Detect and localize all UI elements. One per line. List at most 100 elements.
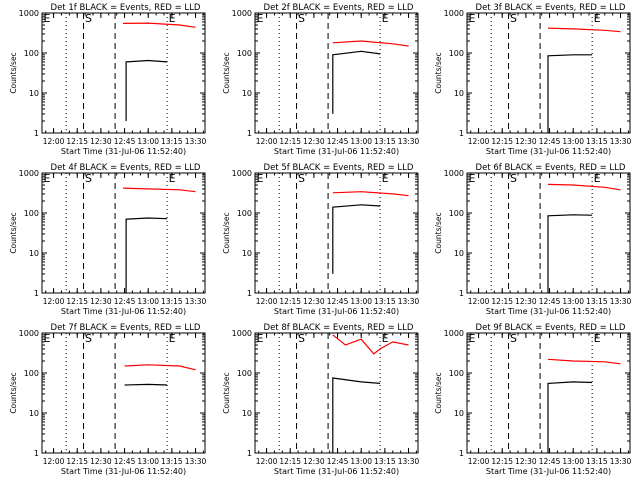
x-tick-label: 13:15 (161, 457, 183, 466)
x-tick-label: 12:00 (43, 297, 65, 306)
x-tick-label: 12:15 (491, 297, 513, 306)
x-tick-label: 12:30 (515, 137, 537, 146)
marker-letter: E (169, 172, 176, 185)
y-tick-label: 10 (242, 89, 252, 98)
marker-letter: E (169, 332, 176, 345)
lld-series-line (547, 358, 621, 365)
x-tick-label: 12:30 (90, 457, 112, 466)
y-tick-label: 1000 (444, 169, 464, 178)
y-tick-label: 100 (24, 369, 39, 378)
x-tick-label: 13:15 (161, 297, 183, 306)
x-tick-label: 13:15 (586, 137, 608, 146)
x-axis-label: Start Time (31-Jul-06 11:52:40) (61, 467, 186, 476)
x-tick-label: 12:45 (114, 297, 136, 306)
events-series-line (125, 59, 168, 121)
marker-letter: S (510, 172, 517, 185)
x-tick-label: 13:15 (161, 137, 183, 146)
x-tick-label: 13:30 (185, 297, 207, 306)
marker-letter: E (594, 332, 601, 345)
marker-letter: E (257, 12, 264, 25)
x-tick-label: 13:15 (374, 297, 396, 306)
lld-series-line (124, 364, 196, 371)
x-tick-label: 13:00 (137, 457, 159, 466)
y-tick-label: 1 (34, 129, 39, 138)
events-series-line (124, 383, 168, 386)
x-tick-label: 12:30 (90, 297, 112, 306)
x-tick-label: 12:15 (491, 457, 513, 466)
chart-title: Det 6f BLACK = Events, RED = LLD (476, 163, 626, 173)
marker-letter: E (382, 332, 389, 345)
x-axis-label: Start Time (31-Jul-06 11:52:40) (274, 307, 399, 316)
plot-frame (41, 12, 206, 134)
x-tick-label: 12:15 (279, 297, 301, 306)
x-tick-label: 12:45 (114, 457, 136, 466)
y-tick-label: 100 (237, 49, 252, 58)
x-tick-label: 13:15 (586, 457, 608, 466)
y-tick-label: 1 (247, 449, 252, 458)
marker-letter: S (510, 332, 517, 345)
x-tick-label: 12:45 (539, 137, 561, 146)
marker-letter: S (298, 12, 305, 25)
chart-title: Det 7f BLACK = Events, RED = LLD (51, 323, 201, 333)
chart-title: Det 1f BLACK = Events, RED = LLD (51, 3, 201, 13)
chart-panel: 1 10 100 1000 12:00 12:15 12:30 12:45 13:00 13:15… (9, 3, 207, 156)
y-tick-label: 100 (449, 49, 464, 58)
chart-panel: 1 10 100 1000 12:00 12:15 12:30 12:45 13:00 13:15… (434, 323, 632, 476)
y-tick-label: 10 (29, 409, 39, 418)
x-tick-label: 12:15 (66, 137, 88, 146)
y-tick-label: 1000 (444, 9, 464, 18)
marker-letter: S (85, 332, 92, 345)
plot-frame (254, 172, 419, 294)
chart-title: Det 4f BLACK = Events, RED = LLD (51, 163, 201, 173)
x-tick-label: 12:15 (66, 457, 88, 466)
y-tick-label: 1000 (19, 329, 39, 338)
plot-frame (254, 12, 419, 134)
x-tick-label: 12:15 (279, 137, 301, 146)
x-tick-label: 12:45 (327, 137, 349, 146)
x-tick-label: 12:45 (539, 297, 561, 306)
lld-series-line (332, 191, 409, 197)
chart-title: Det 3f BLACK = Events, RED = LLD (476, 3, 626, 13)
plot-frame (254, 332, 419, 454)
x-tick-label: 13:00 (562, 297, 584, 306)
y-tick-label: 10 (29, 89, 39, 98)
x-tick-label: 13:15 (586, 297, 608, 306)
y-tick-label: 10 (454, 89, 464, 98)
y-axis-label: Counts/sec (434, 372, 443, 413)
y-axis-label: Counts/sec (9, 52, 18, 93)
y-axis-label: Counts/sec (222, 372, 231, 413)
x-tick-label: 12:00 (43, 137, 65, 146)
x-axis-label: Start Time (31-Jul-06 11:52:40) (274, 147, 399, 156)
x-tick-label: 12:45 (114, 137, 136, 146)
x-axis-label: Start Time (31-Jul-06 11:52:40) (274, 467, 399, 476)
y-tick-label: 1000 (19, 169, 39, 178)
chart-panel: 1 10 100 1000 12:00 12:15 12:30 12:45 13:00 13:15… (222, 323, 420, 476)
x-tick-label: 13:30 (398, 137, 420, 146)
marker-letter: S (85, 172, 92, 185)
x-tick-label: 13:00 (137, 297, 159, 306)
x-tick-label: 12:00 (256, 457, 278, 466)
lld-series-line (122, 22, 196, 28)
x-axis-label: Start Time (31-Jul-06 11:52:40) (61, 307, 186, 316)
y-tick-label: 1000 (19, 9, 39, 18)
x-tick-label: 13:30 (610, 457, 632, 466)
x-tick-label: 13:15 (374, 457, 396, 466)
y-tick-label: 100 (24, 209, 39, 218)
chart-title: Det 8f BLACK = Events, RED = LLD (264, 323, 414, 333)
y-tick-label: 10 (454, 409, 464, 418)
x-tick-label: 12:30 (303, 457, 325, 466)
x-tick-label: 13:00 (350, 297, 372, 306)
y-tick-label: 100 (24, 49, 39, 58)
x-axis-label: Start Time (31-Jul-06 11:52:40) (486, 147, 611, 156)
chart-panel: 1 10 100 1000 12:00 12:15 12:30 12:45 13:00 13:15… (9, 163, 207, 316)
y-tick-label: 1 (247, 289, 252, 298)
x-tick-label: 13:30 (185, 457, 207, 466)
y-tick-label: 1 (34, 449, 39, 458)
x-tick-label: 13:00 (562, 457, 584, 466)
x-tick-label: 13:00 (137, 137, 159, 146)
events-series-line (332, 204, 381, 274)
marker-letter: E (382, 172, 389, 185)
x-tick-label: 12:00 (256, 137, 278, 146)
y-tick-label: 10 (454, 249, 464, 258)
